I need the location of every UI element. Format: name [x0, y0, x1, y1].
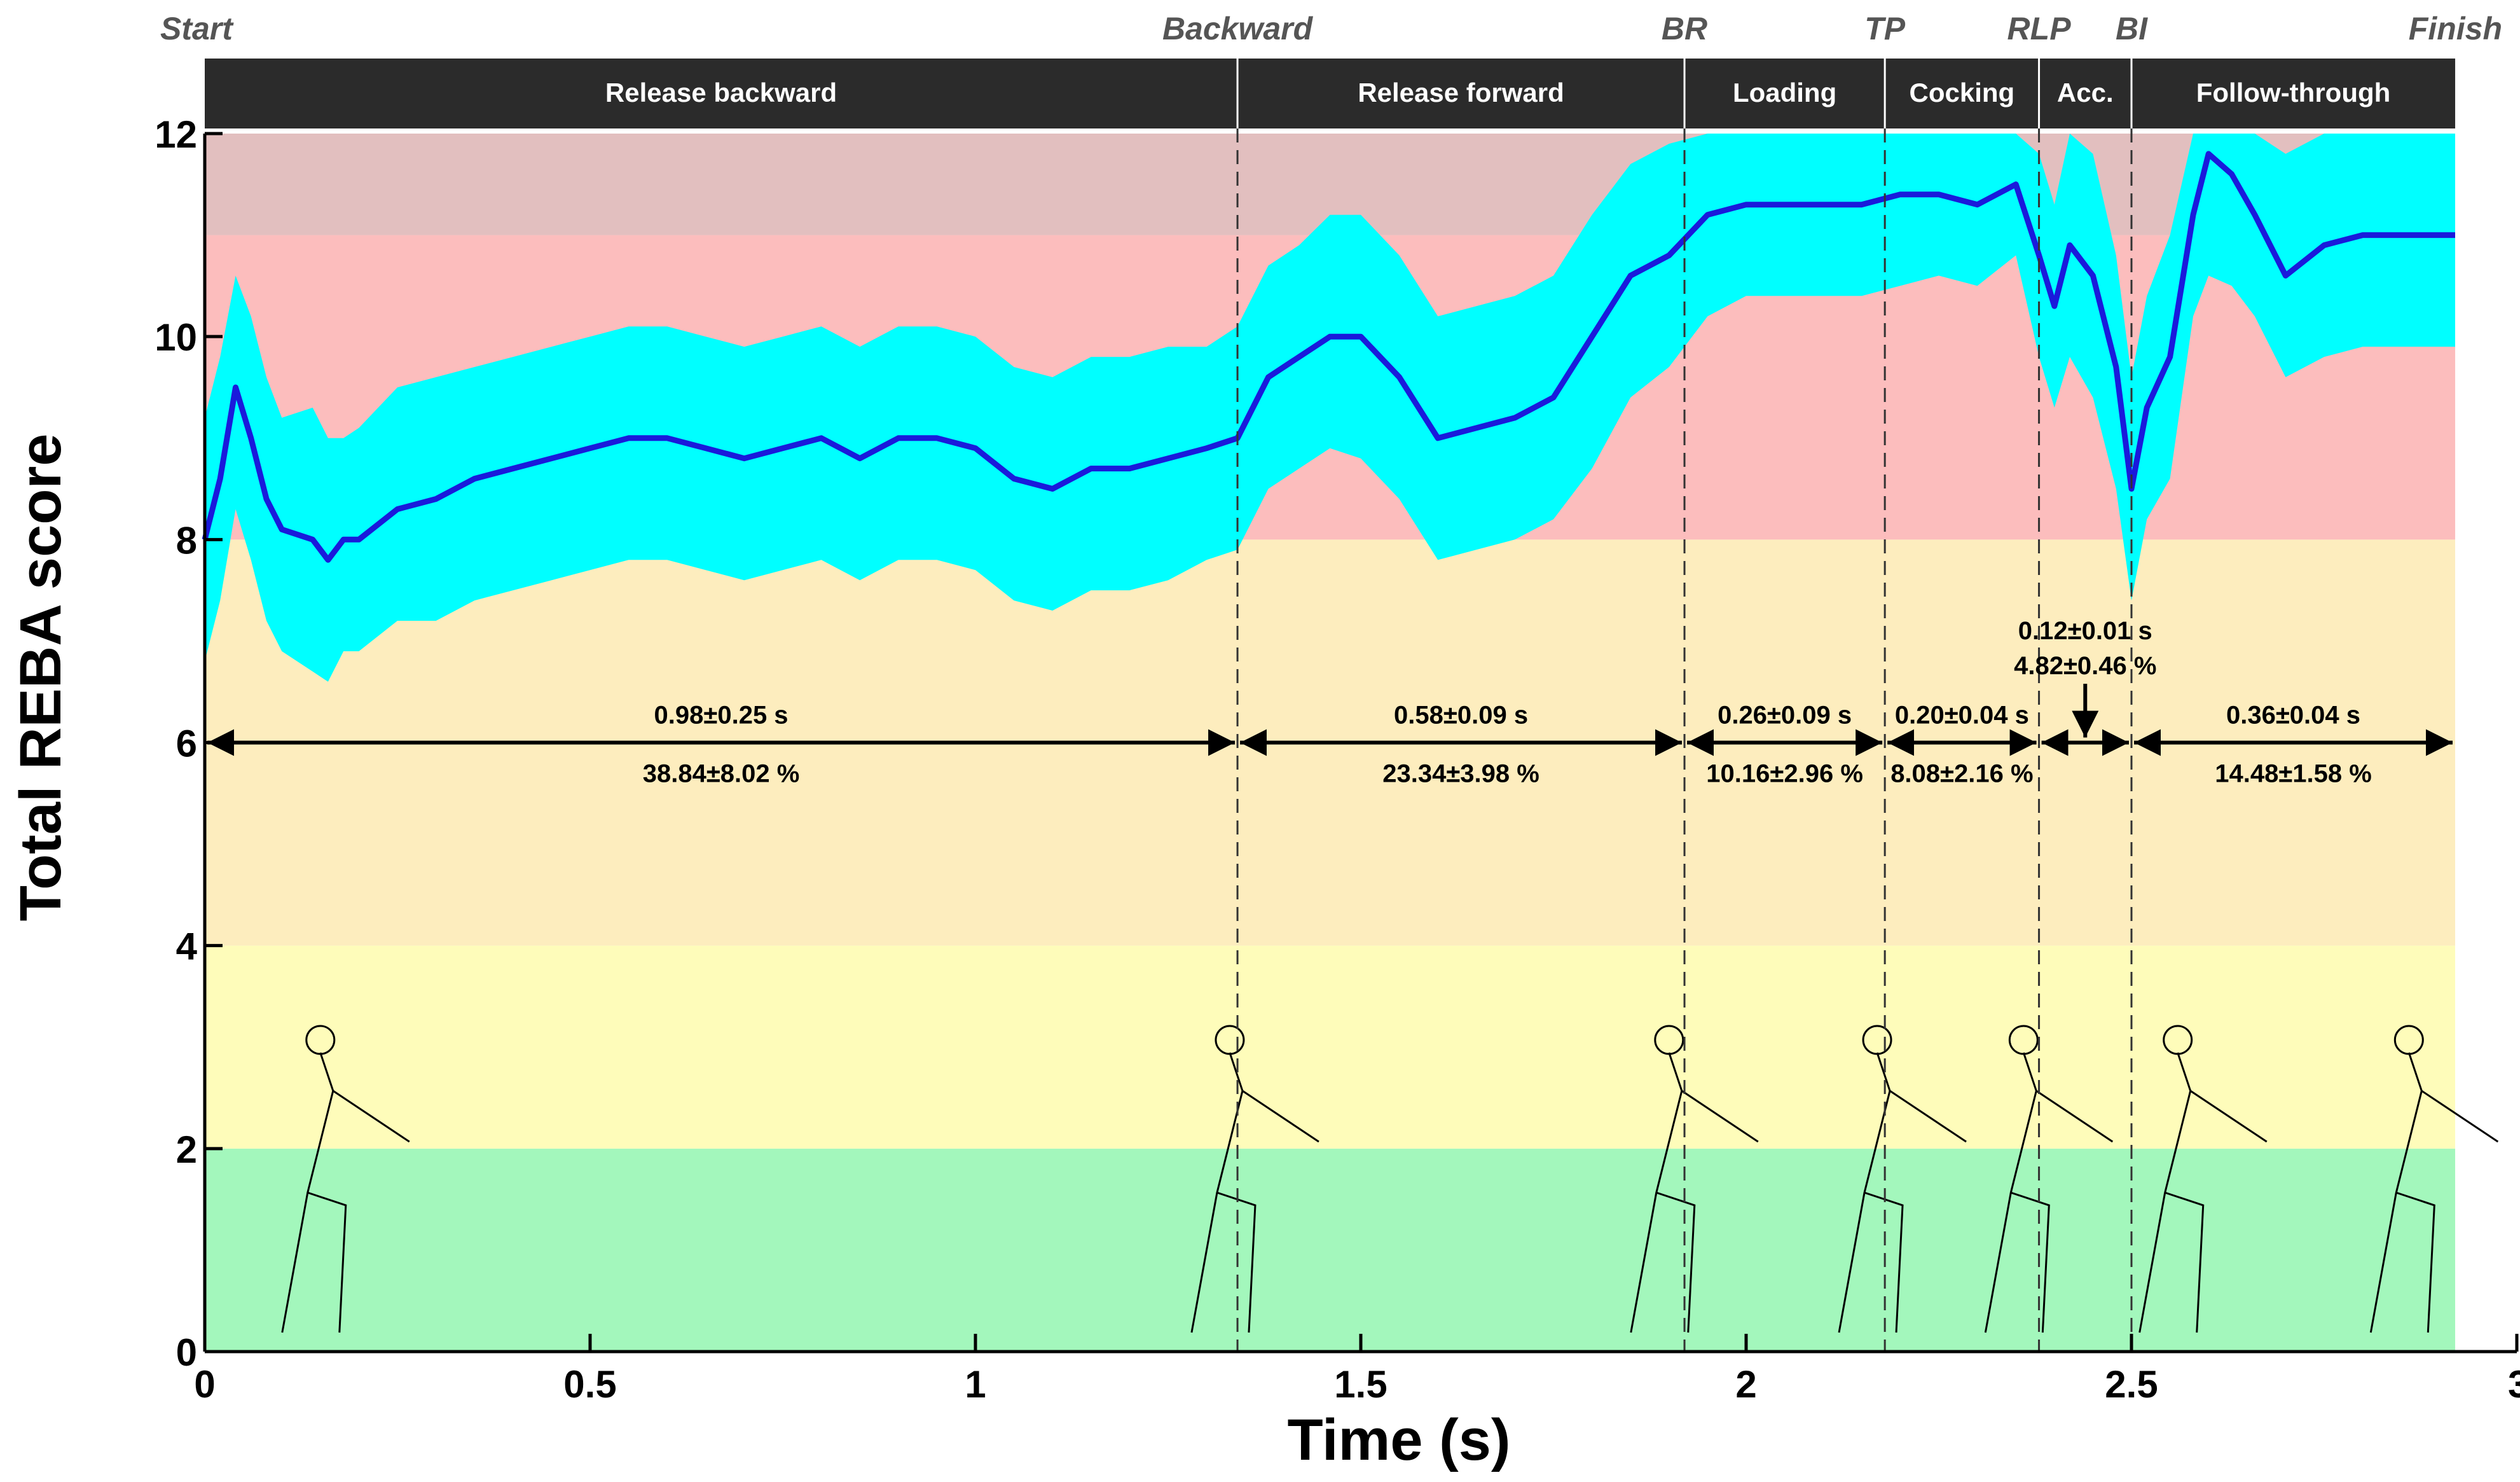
duration-time-4: 0.12±0.01 s — [2018, 617, 2152, 645]
y-axis-title: Total REBA score — [8, 434, 73, 922]
event-lines — [1236, 128, 2133, 1352]
x-tick-label-0: 0 — [194, 1363, 215, 1406]
figure-head — [1215, 1025, 1245, 1055]
figure-leg — [2165, 1191, 2205, 1333]
figure-head — [1862, 1025, 1892, 1055]
figure-leg — [307, 1191, 347, 1333]
stick-figure-5 — [2138, 1025, 2268, 1333]
figure-arm — [2421, 1090, 2499, 1143]
x-tick-label-1: 0.5 — [563, 1363, 616, 1406]
figure-leg — [1864, 1191, 1904, 1333]
duration-time-2: 0.26±0.09 s — [1718, 702, 1852, 730]
figure-arm — [1242, 1090, 1319, 1143]
duration-percent-4: 4.82±0.46 % — [2014, 652, 2156, 680]
duration-percent-1: 23.34±3.98 % — [1382, 760, 1539, 788]
figure-leg — [2010, 1191, 2050, 1333]
phase-label-4: Acc. — [2057, 78, 2114, 107]
phase-label-0: Release backward — [605, 78, 837, 107]
event-label-3: TP — [1864, 11, 1906, 46]
figure-body — [1984, 1052, 2037, 1333]
axes: 0 2 4 6 8 10 12 0 0.5 1 1.5 2 2.5 3 — [155, 113, 2520, 1406]
mean-line-layer — [202, 151, 2455, 563]
y-tick-label-3: 6 — [176, 723, 197, 765]
risk-band-1 — [205, 945, 2456, 1149]
phase-label-1: Release forward — [1358, 78, 1564, 107]
figure-leg — [2395, 1191, 2435, 1333]
stick-figure-0 — [281, 1025, 410, 1333]
duration-time-3: 0.20±0.04 s — [1895, 702, 2029, 730]
stick-figures — [281, 1025, 2499, 1333]
figure-arm — [1889, 1090, 1967, 1143]
figure-arm — [332, 1090, 410, 1143]
figure-body — [2369, 1052, 2423, 1333]
stick-figure-1 — [1190, 1025, 1319, 1333]
duration-time-0: 0.98±0.25 s — [654, 702, 788, 730]
figure-arm — [2189, 1090, 2268, 1143]
duration-time-5: 0.36±0.04 s — [2226, 702, 2360, 730]
figure-head — [305, 1025, 336, 1055]
x-tick-label-4: 2 — [1735, 1363, 1756, 1406]
x-tick-label-2: 1 — [965, 1363, 986, 1406]
y-tick-label-5: 10 — [155, 316, 197, 359]
phase-label-2: Loading — [1733, 78, 1836, 107]
duration-percent-0: 38.84±8.02 % — [643, 760, 800, 788]
y-tick-label-4: 8 — [176, 519, 197, 562]
phase-label-5: Follow-through — [2196, 78, 2391, 107]
event-labels: Start Backward BR TP RLP BI Finish — [160, 11, 2502, 46]
event-label-2: BR — [1662, 11, 1707, 46]
y-tick-label-2: 4 — [176, 925, 198, 968]
y-tick-label-1: 2 — [176, 1128, 197, 1171]
sd-band-layer — [205, 134, 2455, 682]
x-tick-label-6: 3 — [2508, 1363, 2520, 1406]
event-label-0: Start — [160, 11, 234, 46]
figure-head — [2008, 1025, 2039, 1055]
stick-figure-2 — [1630, 1025, 1759, 1333]
figure-body — [1630, 1052, 1683, 1333]
x-tick-label-5: 2.5 — [2105, 1363, 2158, 1406]
figure-head — [2393, 1025, 2424, 1055]
event-label-6: Finish — [2409, 11, 2502, 46]
duration-percent-3: 8.08±2.16 % — [1890, 760, 2033, 788]
stick-figure-3 — [1838, 1025, 1967, 1333]
mean-reba-line — [202, 151, 2455, 563]
figure-leg — [1656, 1191, 1696, 1333]
event-label-4: RLP — [2007, 11, 2072, 46]
x-axis-title: Time (s) — [1287, 1408, 1510, 1472]
figure-arm — [1681, 1090, 1759, 1143]
figure-arm — [2035, 1090, 2114, 1143]
x-tick-label-3: 1.5 — [1334, 1363, 1387, 1406]
risk-band-0 — [205, 1148, 2456, 1352]
phase-bar: Release backward Release forward Loading Co… — [205, 59, 2456, 128]
phase-label-3: Cocking — [1910, 78, 2015, 107]
figure-body — [2138, 1052, 2192, 1333]
figure-leg — [1216, 1191, 1257, 1333]
duration-percent-5: 14.48±1.58 % — [2215, 760, 2372, 788]
duration-time-1: 0.58±0.09 s — [1394, 702, 1528, 730]
event-label-1: Backward — [1162, 11, 1314, 46]
stick-figure-6 — [2369, 1025, 2499, 1333]
event-label-5: BI — [2116, 11, 2148, 46]
figure-body — [1838, 1052, 1891, 1333]
figure-body — [281, 1052, 334, 1333]
duration-annotations: 0.98±0.25 s 38.84±8.02 % 0.58±0.09 s 23.34±… — [207, 617, 2453, 788]
y-tick-label-6: 12 — [155, 113, 197, 156]
figure-body — [1190, 1052, 1244, 1333]
stick-figure-4 — [1984, 1025, 2114, 1333]
phase-bar-background — [205, 59, 2456, 128]
figure-head — [1654, 1025, 1684, 1055]
figure-head — [2163, 1025, 2193, 1055]
y-tick-label-0: 0 — [176, 1331, 197, 1374]
duration-percent-2: 10.16±2.96 % — [1706, 760, 1863, 788]
sd-band — [205, 134, 2455, 682]
